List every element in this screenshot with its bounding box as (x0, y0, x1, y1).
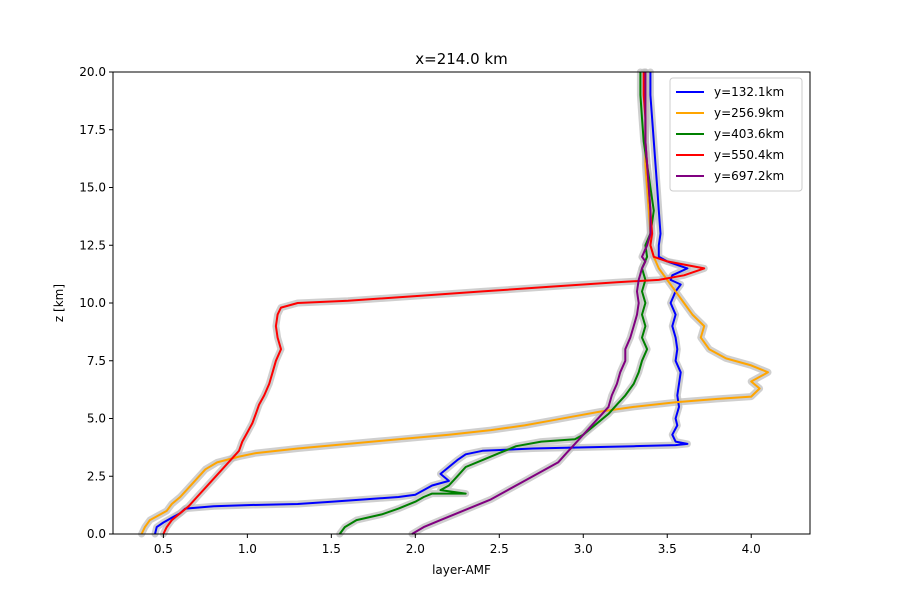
x-tick-label: 1.5 (322, 542, 341, 556)
y-tick-label: 7.5 (87, 354, 106, 368)
x-tick-label: 1.0 (238, 542, 257, 556)
legend-label: y=256.9km (714, 106, 784, 120)
y-axis-title: z [km] (52, 284, 66, 322)
y-tick-label: 2.5 (87, 469, 106, 483)
y-tick-label: 20.0 (79, 65, 106, 79)
x-tick-label: 3.5 (658, 542, 677, 556)
series-line-1 (154, 72, 689, 535)
y-tick-label: 5.0 (87, 412, 106, 426)
y-tick-label: 15.0 (79, 181, 106, 195)
x-axis-title: layer-AMF (432, 563, 491, 577)
x-axis: 0.5 1.0 1.5 2.0 2.5 3.0 3.5 4.0 (154, 534, 761, 556)
legend-label: y=550.4km (714, 148, 784, 162)
legend-label: y=403.6km (714, 127, 784, 141)
y-axis: 0.0 2.5 5.0 7.5 10.0 12.5 15.0 17.5 20.0 (79, 65, 113, 541)
x-tick-label: 3.0 (574, 542, 593, 556)
x-tick-label: 0.5 (154, 542, 173, 556)
legend-label: y=132.1km (714, 85, 784, 99)
y-tick-label: 12.5 (79, 238, 106, 252)
x-tick-label: 4.0 (742, 542, 761, 556)
legend-box (669, 77, 803, 192)
series-line-4 (162, 72, 706, 535)
legend-label: y=697.2km (714, 169, 784, 183)
y-tick-label: 0.0 (87, 527, 106, 541)
series-lines (140, 72, 769, 535)
x-tick-label: 2.5 (490, 542, 509, 556)
chart-title: x=214.0 km (415, 50, 507, 68)
y-tick-label: 10.0 (79, 296, 106, 310)
series-line-5 (411, 72, 652, 535)
x-tick-label: 2.0 (406, 542, 425, 556)
y-tick-label: 17.5 (79, 123, 106, 137)
legend: y=132.1km y=256.9km y=403.6km y=550.4km y=69… (669, 77, 803, 192)
